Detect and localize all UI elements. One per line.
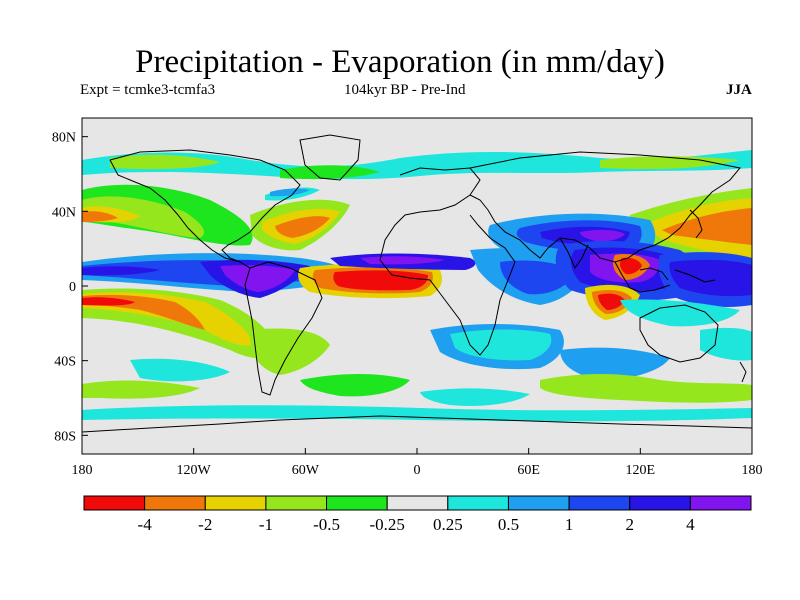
lat-tick-label: 80N [52,131,76,146]
colorbar-swatch [144,495,206,511]
lon-tick-label: 120E [626,463,656,478]
colorbar-label: 1 [565,515,574,534]
period-label: 104kyr BP - Pre-Ind [344,82,466,98]
colorbar-swatch [386,495,449,511]
season-label: JJA [726,82,752,98]
colorbar-label: 4 [686,515,695,534]
colorbar-swatch [689,495,752,511]
colorbar-swatch [265,495,328,511]
colorbar-label: 0.25 [433,515,463,534]
colorbar-label: -0.25 [369,515,404,534]
lon-tick-label: 60W [292,463,320,478]
lat-tick-label: 0 [69,280,76,295]
lat-tick-label: 40S [54,355,76,370]
experiment-label: Expt = tcmke3-tcmfa3 [80,82,216,98]
lon-tick-label: 120W [177,463,212,478]
colorbar-label: -0.5 [313,515,340,534]
lat-tick-label: 40N [52,205,76,220]
lat-tick-label: 80S [54,429,76,444]
lon-tick-label: 180 [742,463,763,478]
colorbar: -4 -2 -1 -0.5 -0.25 0.25 0.5 1 2 4 [83,495,752,534]
latitude-axis: 80N 40N 0 40S 80S [52,131,88,444]
lon-tick-label: 60E [517,463,540,478]
contour-fills [82,118,752,454]
colorbar-swatch [326,495,388,511]
colorbar-label: -4 [138,515,153,534]
colorbar-label: -2 [198,515,212,534]
colorbar-swatch [447,495,509,511]
coastlines [82,134,752,433]
colorbar-swatch [629,495,691,511]
colorbar-label: -1 [259,515,273,534]
colorbar-swatch [568,495,631,511]
colorbar-label: 2 [625,515,634,534]
chart-title: Precipitation - Evaporation (in mm/day) [135,44,665,80]
colorbar-swatch [507,495,570,511]
colorbar-swatch [83,495,146,511]
longitude-axis: 180 120W 60W 0 60E 120E 180 [72,448,763,478]
lon-tick-label: 0 [414,463,421,478]
lon-tick-label: 180 [72,463,93,478]
colorbar-swatch [204,495,267,511]
colorbar-label: 0.5 [498,515,519,534]
